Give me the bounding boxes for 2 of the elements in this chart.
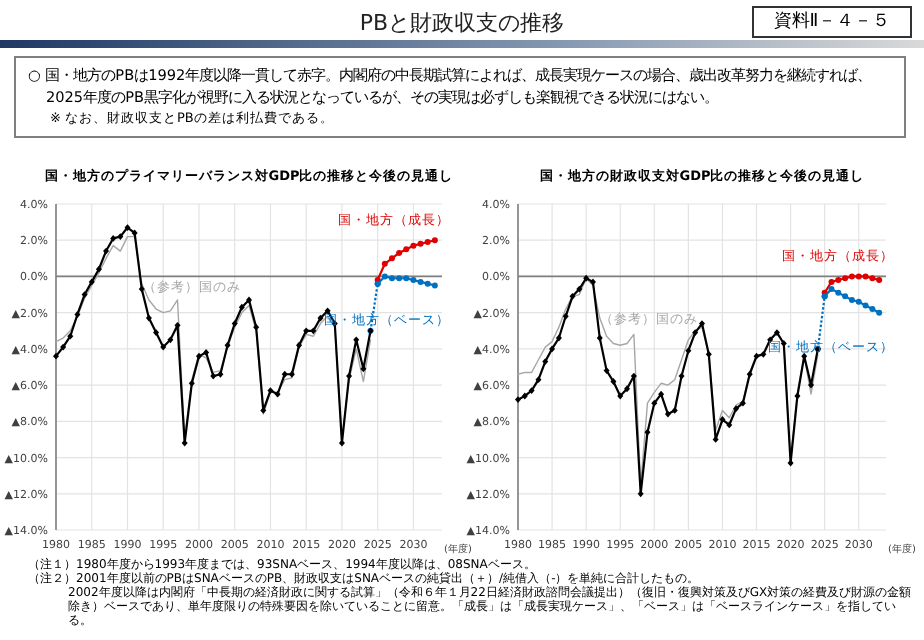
text: PBと財政収支の推移 — [359, 10, 565, 36]
text: 資料Ⅱ－４－５ — [752, 6, 912, 38]
